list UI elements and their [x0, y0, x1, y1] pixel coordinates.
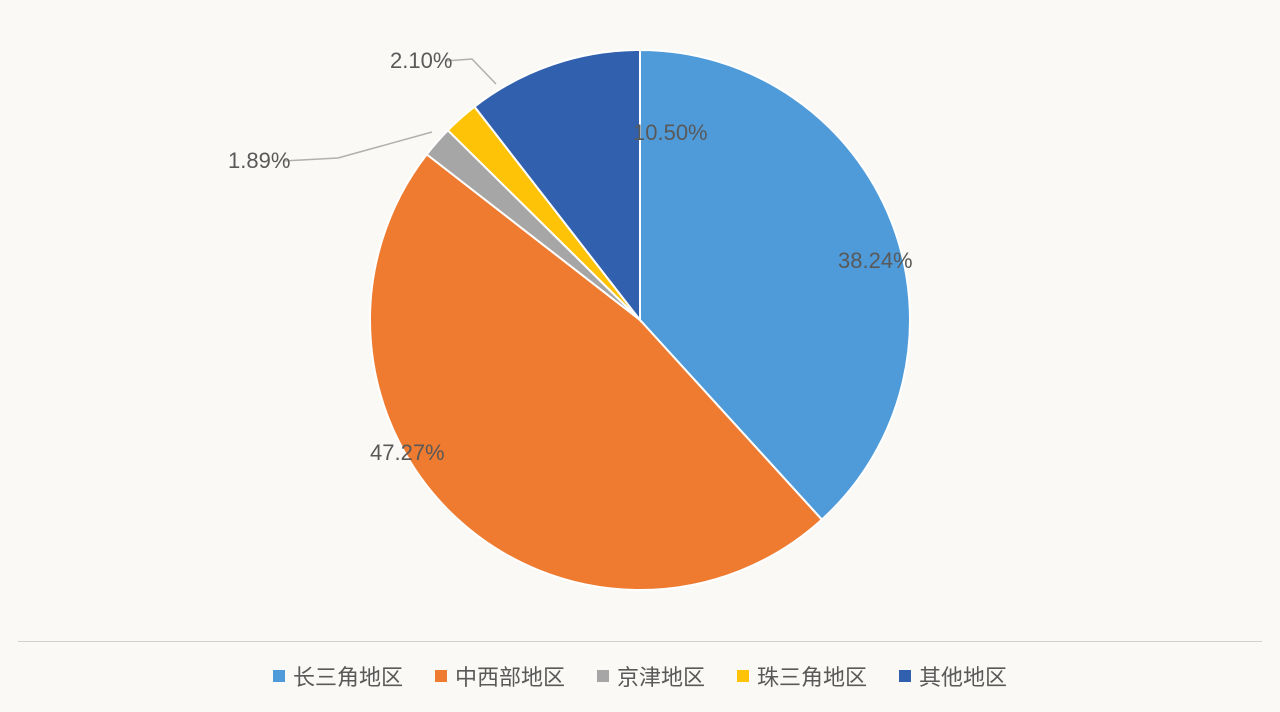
- legend-item: 中西部地区: [435, 660, 565, 692]
- legend-swatch: [737, 670, 749, 682]
- legend-label: 长三角地区: [293, 660, 403, 692]
- pie-chart-svg: [0, 0, 1280, 640]
- slice-label: 38.24%: [838, 248, 913, 274]
- legend-item: 长三角地区: [273, 660, 403, 692]
- legend-item: 其他地区: [899, 660, 1007, 692]
- legend-swatch: [435, 670, 447, 682]
- leader-line: [445, 59, 496, 84]
- legend-label: 中西部地区: [455, 660, 565, 692]
- legend-item: 珠三角地区: [737, 660, 867, 692]
- leader-line: [283, 132, 432, 161]
- pie-chart-container: 38.24% 47.27% 1.89% 2.10% 10.50% 长三角地区 中西部地区 京…: [0, 0, 1280, 712]
- chart-legend: 长三角地区 中西部地区 京津地区 珠三角地区 其他地区: [18, 641, 1262, 692]
- legend-swatch: [273, 670, 285, 682]
- slice-label: 47.27%: [370, 440, 445, 466]
- legend-label: 其他地区: [919, 660, 1007, 692]
- legend-swatch: [899, 670, 911, 682]
- slice-label: 2.10%: [390, 48, 452, 74]
- slice-label: 10.50%: [633, 120, 708, 146]
- legend-label: 京津地区: [617, 660, 705, 692]
- legend-label: 珠三角地区: [757, 660, 867, 692]
- legend-item: 京津地区: [597, 660, 705, 692]
- legend-swatch: [597, 670, 609, 682]
- slice-label: 1.89%: [228, 148, 290, 174]
